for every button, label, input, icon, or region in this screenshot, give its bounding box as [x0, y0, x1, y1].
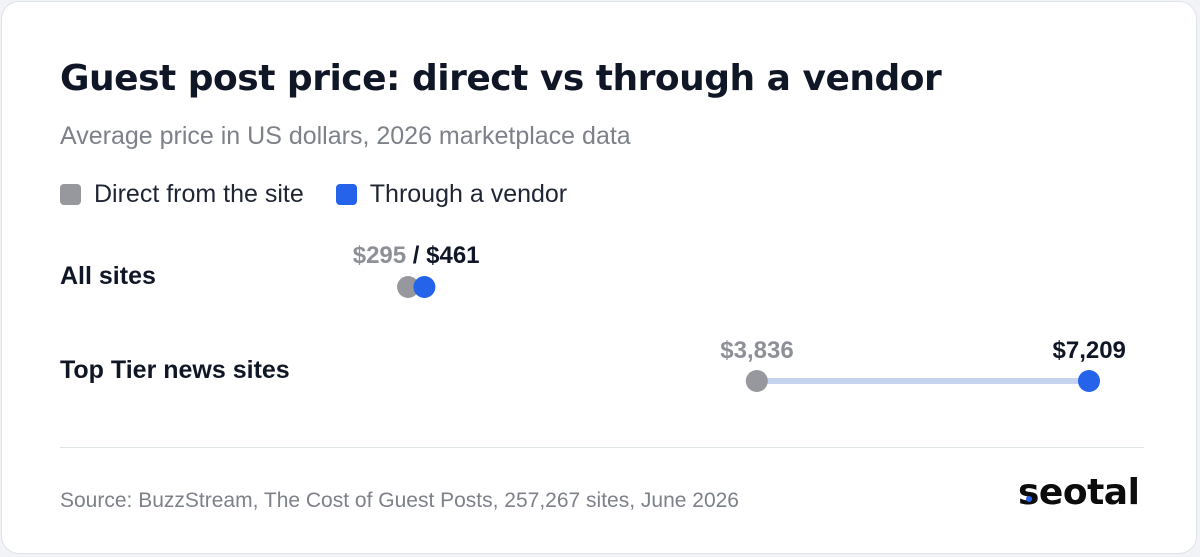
brand-logo: seotal [1018, 472, 1140, 513]
value-label-vendor-top-tier: $7,209 [1052, 337, 1126, 364]
legend-swatch-vendor [335, 184, 357, 205]
legend-item-direct: Direct from the site [60, 180, 304, 209]
row-label-top-tier: Top Tier news sites [60, 356, 290, 384]
legend-label-direct: Direct from the site [94, 180, 304, 208]
point-direct [745, 370, 768, 392]
row-label-all-sites: All sites [60, 262, 156, 290]
value-label-vendor-all-sites: $461 [426, 242, 480, 269]
value-separator: / [406, 242, 427, 269]
legend-label-vendor: Through a vendor [369, 180, 568, 208]
chart-subtitle: Average price in US dollars, 2026 market… [60, 122, 631, 150]
value-label-direct-top-tier: $3,836 [720, 337, 794, 364]
point-vendor [413, 276, 436, 298]
logo-accent-dot [1026, 496, 1032, 502]
source-note: Source: BuzzStream, The Cost of Guest Po… [60, 489, 739, 512]
chart-title: Guest post price: direct vs through a ve… [60, 58, 942, 99]
legend-item-vendor: Through a vendor [335, 180, 568, 209]
point-vendor [1078, 370, 1100, 392]
legend: Direct from the site Through a vendor [60, 180, 599, 209]
value-label-all-sites: $295 / $461 [353, 242, 480, 270]
point-direct [397, 276, 420, 298]
value-label-direct-all-sites: $295 [352, 242, 407, 269]
legend-swatch-direct [60, 184, 81, 205]
divider [60, 447, 1144, 448]
